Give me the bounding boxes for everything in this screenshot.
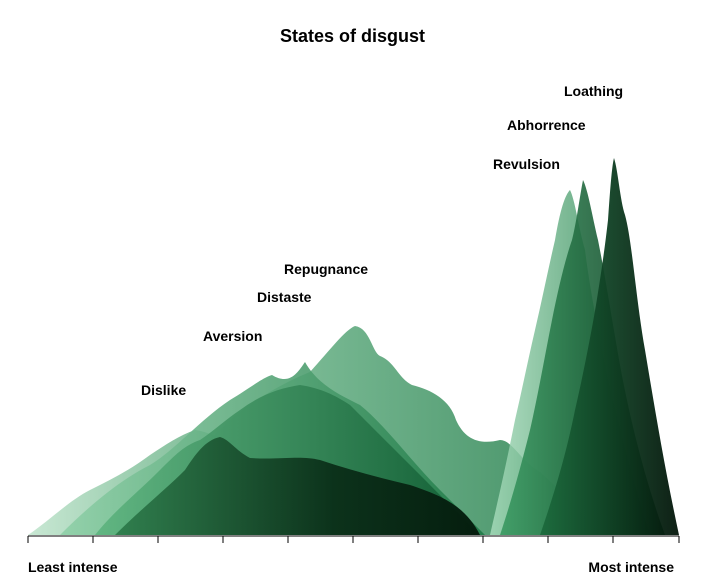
state-label-revulsion: Revulsion <box>493 156 560 172</box>
state-label-repugnance: Repugnance <box>284 261 368 277</box>
diagram-title: States of disgust <box>279 26 426 46</box>
state-label-loathing: Loathing <box>564 83 623 99</box>
ridge-loathing <box>540 158 679 535</box>
axis-left-label: Least intense <box>28 559 118 575</box>
state-label-dislike: Dislike <box>141 382 186 398</box>
state-label-distaste: Distaste <box>257 289 312 305</box>
axis-right-label: Most intense <box>588 559 674 575</box>
state-label-abhorrence: Abhorrence <box>507 117 586 133</box>
state-label-aversion: Aversion <box>203 328 262 344</box>
ridge-repugnance <box>115 437 480 535</box>
x-axis-ticks <box>27 536 680 543</box>
